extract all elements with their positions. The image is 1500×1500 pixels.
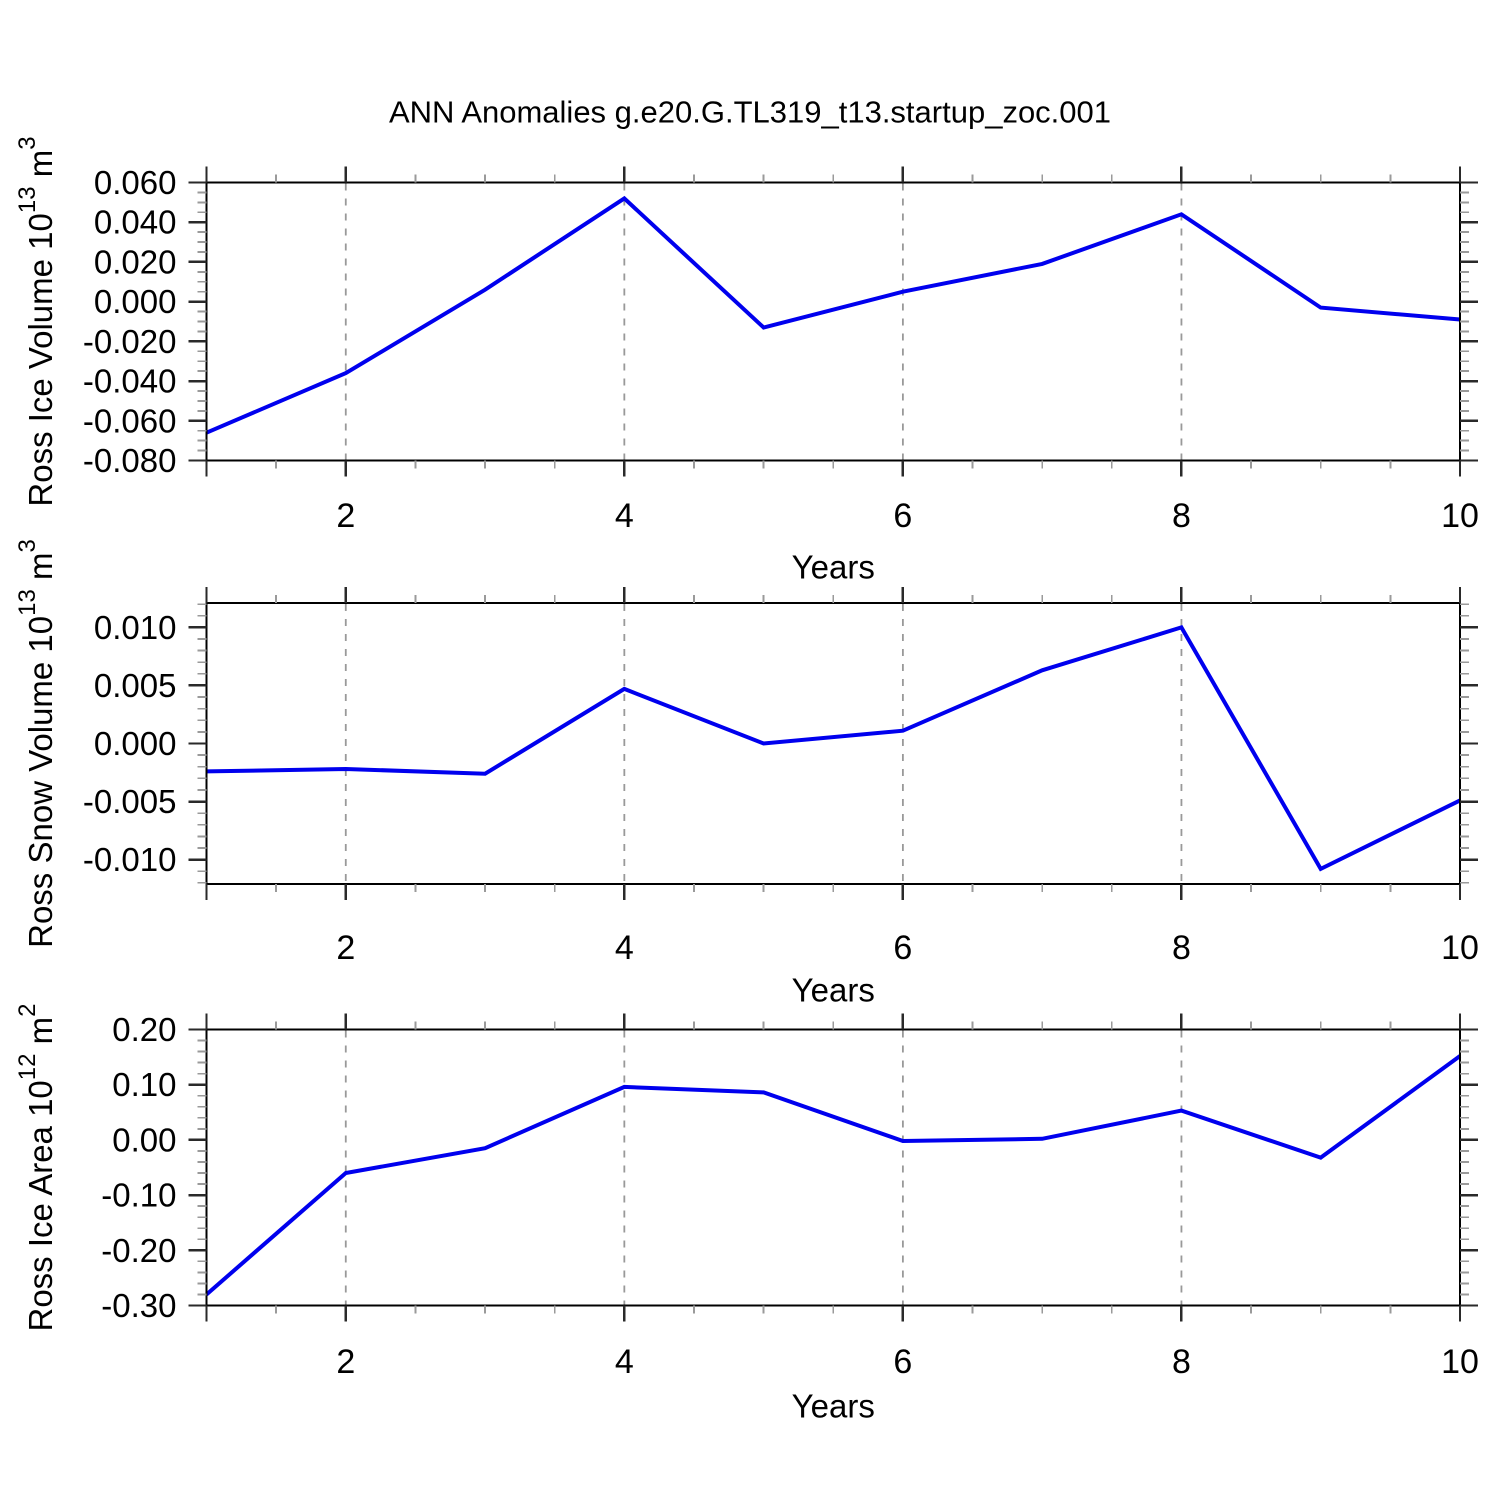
y-axis-title: Ross Ice Area 1012 m2	[14, 1003, 59, 1331]
y-axis-title-sup: 3	[14, 539, 41, 552]
y-axis-title-part: Ross Snow Volume 10	[22, 616, 59, 948]
y-tick-label: 0.000	[94, 725, 177, 762]
y-tick-label: -0.30	[101, 1287, 176, 1324]
x-tick-label: 6	[893, 929, 912, 967]
y-axis-title-sup: 3	[14, 136, 41, 149]
plot-frame	[205, 1028, 1462, 1307]
y-tick-label: -0.020	[83, 323, 177, 360]
x-tick-label: 4	[615, 929, 634, 967]
y-tick-label: -0.005	[83, 783, 177, 820]
y-axis-title-part: m	[22, 150, 59, 187]
y-tick-label: 0.020	[94, 243, 177, 280]
y-tick-label: 0.040	[94, 204, 177, 241]
x-tick-label: 2	[336, 1343, 355, 1381]
y-axis-title-sup: 13	[14, 589, 41, 616]
data-line-ross-ice-volume	[205, 195, 1461, 435]
data-line-ross-snow-volume	[206, 625, 1461, 872]
x-tick-label: 8	[1172, 497, 1191, 535]
panel-ross-ice-volume: 2 4 6 8 100.0600.0400.0200.000-0.020-0.040-0…	[14, 136, 1479, 585]
x-tick-label: 2	[336, 497, 355, 535]
panel-ross-ice-area: 2 4 6 8 10 0.20 0.10 0.00 -0.10 -0.20 -0.30 Years Ro…	[14, 1003, 1479, 1424]
plot-frame	[205, 601, 1462, 886]
y-tick-label: -0.20	[101, 1232, 176, 1269]
y-axis-title-sup: 13	[14, 186, 41, 213]
y-axis-title: Ross Ice Volume 1013 m3	[14, 136, 59, 506]
y-tick-label: -0.060	[83, 402, 177, 439]
y-tick-label: 0.060	[94, 164, 177, 201]
y-tick-label: -0.10	[101, 1177, 176, 1214]
figure-title: ANN Anomalies g.e20.G.TL319_t13.startup_…	[389, 95, 1111, 130]
y-tick-label: -0.010	[83, 841, 177, 878]
x-axis-title: Years	[792, 1388, 875, 1425]
y-tick-label: 0.005	[94, 667, 177, 704]
panel-ross-snow-volume: 2 4 6 8 10 0.010 0.005 0.000 -0.005 -0.010 Years Ro…	[14, 539, 1479, 1008]
x-tick-label: 2	[336, 929, 355, 967]
data-line-ross-ice-area	[205, 1054, 1462, 1297]
y-axis-title-part: Ross Ice Volume 10	[22, 213, 59, 507]
x-tick-label: 10	[1441, 1343, 1479, 1381]
x-axis-title: Years	[792, 972, 875, 1009]
y-tick-label: -0.080	[83, 442, 177, 479]
y-tick-label: 0.000	[94, 283, 177, 320]
y-axis-title: Ross Snow Volume 1013 m3	[14, 539, 59, 948]
y-tick-label: -0.040	[83, 363, 177, 400]
x-axis-title: Years	[792, 549, 875, 586]
x-tick-label: 8	[1172, 929, 1191, 967]
y-axis-title-sup: 2	[14, 1003, 41, 1016]
y-tick-label: 0.20	[112, 1011, 176, 1048]
x-tick-label: 10	[1441, 929, 1479, 967]
y-tick-label: 0.010	[94, 609, 177, 646]
y-axis-title-part: m	[22, 1017, 59, 1054]
x-tick-label: 4	[615, 497, 634, 535]
y-axis-title-part: m	[22, 552, 59, 589]
y-tick-label: 0.00	[112, 1121, 176, 1158]
y-axis-title-part: Ross Ice Area 10	[22, 1080, 59, 1331]
x-tick-label: 10	[1441, 497, 1479, 535]
x-tick-label: 6	[893, 497, 912, 535]
x-tick-label: 6	[893, 1343, 912, 1381]
y-tick-label: 0.10	[112, 1066, 176, 1103]
x-tick-label: 8	[1172, 1343, 1191, 1381]
y-axis-title-sup: 12	[14, 1054, 41, 1081]
plot-frame	[205, 181, 1462, 462]
x-tick-label: 4	[615, 1343, 634, 1381]
